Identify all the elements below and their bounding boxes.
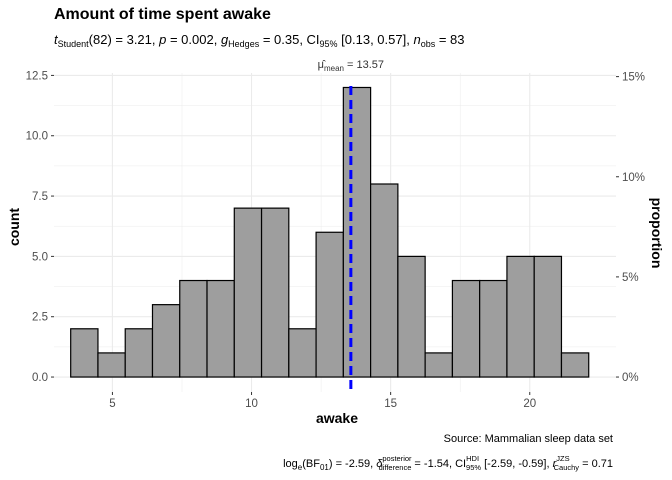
mean-label-value: = 13.57	[344, 59, 384, 71]
histogram-bar-15	[479, 279, 508, 378]
r-value: = 0.71	[579, 458, 613, 470]
mean-mu: μ̂	[318, 59, 326, 71]
y-tick-label-4: 10.0	[26, 131, 48, 143]
y-tick-label-1: 2.5	[32, 312, 48, 324]
chart-caption: Source: Mammalian sleep data set	[444, 433, 613, 445]
y-tick-label-3: 7.5	[32, 191, 48, 203]
y2-tick-label-0: 0%	[622, 372, 639, 384]
ci-value: [0.13, 0.57],	[338, 32, 414, 47]
histogram-bar-6	[233, 207, 263, 378]
delta-sup: posterior	[382, 454, 412, 463]
t-value: (82) = 3.21,	[89, 32, 159, 47]
g-label: g	[221, 32, 229, 47]
histogram-bar-10	[342, 86, 372, 378]
histogram-bar-13	[424, 352, 454, 378]
histogram-bar-17	[533, 255, 563, 378]
p-label: p	[158, 32, 166, 47]
t-label: t	[54, 32, 59, 47]
histogram-bar-3	[151, 304, 181, 378]
y2-tick-label-1: 5%	[622, 272, 639, 284]
p-value: = 0.002,	[166, 32, 221, 47]
hdi-sub: 95%	[466, 463, 481, 472]
histogram-bar-2	[124, 328, 154, 378]
x-tick-label-3: 20	[523, 398, 536, 410]
secondary-y-axis-ticks: 0% 5% 10% 15%	[616, 72, 645, 384]
histogram-bar-8	[288, 328, 317, 378]
bf-prefix: log	[283, 458, 298, 470]
y-axis-ticks: 0.0 2.5 5.0 7.5 10.0 12.5	[26, 70, 54, 384]
r-sub: Cauchy	[554, 463, 580, 472]
bars	[70, 86, 590, 378]
histogram-bar-7	[260, 207, 290, 378]
y-tick-label-0: 0.0	[32, 372, 48, 384]
r-label: r	[553, 458, 558, 470]
chart-subtitle: tStudent(82) = 3.21, p = 0.002, gHedges …	[54, 32, 464, 49]
hdi-value: [-2.59, -0.59],	[481, 458, 553, 470]
histogram-bar-16	[506, 255, 535, 378]
x-tick-label-0: 5	[109, 398, 115, 410]
hdi-sup: HDI	[466, 454, 479, 463]
bf-sub: e	[298, 463, 303, 472]
secondary-y-axis-title: proportion	[649, 198, 665, 269]
histogram-bar-4	[179, 279, 208, 378]
histogram-bar-14	[451, 279, 481, 378]
histogram-bar-0	[70, 328, 99, 378]
mean-label-sub: mean	[324, 64, 344, 73]
y-tick-label-5: 12.5	[26, 70, 48, 82]
histogram-bar-18	[560, 352, 590, 378]
bf-mid-sub: 01	[320, 463, 329, 472]
r-sup: JZS	[556, 454, 569, 463]
g-sub: Hedges	[228, 39, 260, 49]
histogram-bar-1	[97, 352, 126, 378]
delta-sub: difference	[379, 463, 412, 472]
bayes-footer: loge(BF01) = -2.59, δposterior difference…	[283, 454, 613, 472]
histogram-bar-9	[315, 231, 344, 378]
ci-sub: 95%	[320, 39, 338, 49]
n-sub: obs	[421, 39, 436, 49]
t-sub: Student	[58, 39, 90, 49]
y2-tick-label-3: 15%	[622, 72, 645, 84]
bf-value: ) = -2.59,	[329, 458, 376, 470]
histogram-bar-12	[397, 255, 426, 378]
delta-value: = -1.54, CI	[411, 458, 466, 470]
x-tick-label-1: 10	[245, 398, 258, 410]
g-value: = 0.35, CI	[259, 32, 319, 47]
histogram-bar-11	[370, 183, 399, 378]
n-value: = 83	[435, 32, 464, 47]
y-tick-label-2: 5.0	[32, 251, 48, 263]
x-axis-ticks: 5 10 15 20	[109, 392, 536, 410]
histogram-bar-5	[206, 279, 235, 378]
mean-label: μ̂mean = 13.57	[318, 59, 384, 73]
x-axis-title: awake	[316, 410, 358, 426]
x-tick-label-2: 15	[384, 398, 397, 410]
y2-tick-label-2: 10%	[622, 172, 645, 184]
n-label: n	[413, 32, 420, 47]
chart-title: Amount of time spent awake	[54, 6, 271, 23]
y-axis-title: count	[6, 208, 22, 246]
mean-marker: μ̂mean = 13.57	[318, 59, 384, 392]
bf-mid: (BF	[302, 458, 320, 470]
